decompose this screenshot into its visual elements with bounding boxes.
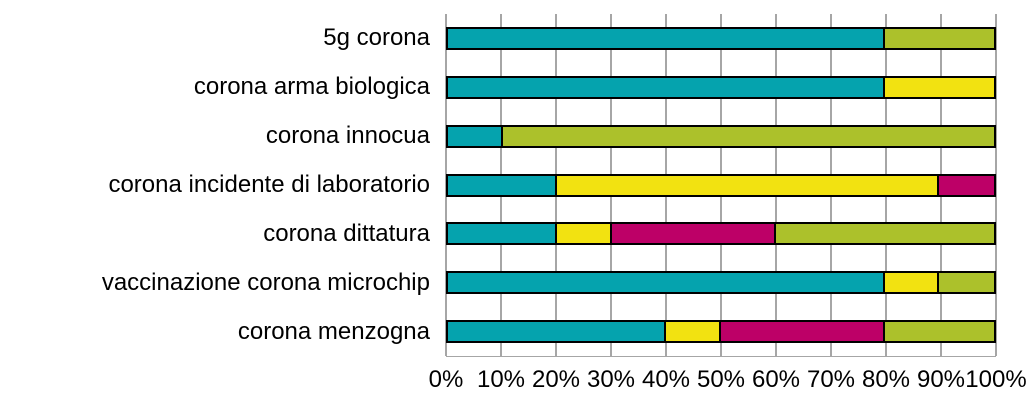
bar-segment-yellow bbox=[557, 224, 612, 244]
category-label: corona arma biologica bbox=[193, 73, 430, 101]
bar-segment-magenta bbox=[720, 322, 885, 342]
bar-segment-olive bbox=[884, 322, 994, 342]
bar-segment-magenta bbox=[939, 175, 994, 195]
x-tick-label: 60% bbox=[751, 366, 801, 393]
bar-segment-teal bbox=[448, 28, 885, 48]
bar-row bbox=[446, 222, 996, 246]
bar-segment-teal bbox=[448, 175, 558, 195]
bar-segment-teal bbox=[448, 77, 885, 97]
x-tick-label: 70% bbox=[806, 366, 856, 393]
x-tick-label: 30% bbox=[586, 366, 636, 393]
bar-segment-yellow bbox=[666, 322, 721, 342]
bar-segment-magenta bbox=[611, 224, 776, 244]
x-tick-label: 10% bbox=[476, 366, 526, 393]
gridline bbox=[995, 14, 997, 356]
bar-segment-teal bbox=[448, 224, 558, 244]
bar-row bbox=[446, 320, 996, 344]
category-label: 5g corona bbox=[323, 24, 430, 52]
bar-row bbox=[446, 173, 996, 197]
x-tick-label: 0% bbox=[428, 366, 464, 393]
category-axis: 5g corona corona arma biologica corona inn… bbox=[0, 0, 430, 409]
x-tick-label: 100% bbox=[965, 366, 1027, 393]
bar-row bbox=[446, 75, 996, 99]
bar-segment-yellow bbox=[884, 273, 940, 293]
bar-segment-olive bbox=[939, 273, 994, 293]
x-tick-label: 20% bbox=[531, 366, 581, 393]
x-tick-label: 40% bbox=[641, 366, 691, 393]
x-tick-label: 80% bbox=[861, 366, 911, 393]
x-tick-label: 90% bbox=[916, 366, 966, 393]
bar-row bbox=[446, 271, 996, 295]
bar-segment-teal bbox=[448, 322, 667, 342]
category-label: vaccinazione corona microchip bbox=[101, 268, 430, 296]
bar-segment-olive bbox=[884, 28, 994, 48]
bar-row bbox=[446, 124, 996, 148]
category-label: corona innocua bbox=[265, 122, 430, 150]
bar-segment-yellow bbox=[557, 175, 940, 195]
bar-segment-teal bbox=[448, 273, 885, 293]
category-label: corona dittatura bbox=[263, 219, 430, 247]
bar-segment-olive bbox=[502, 126, 994, 146]
category-label: corona incidente di laboratorio bbox=[108, 170, 430, 198]
plot-area bbox=[445, 14, 997, 357]
x-tick-label: 50% bbox=[696, 366, 746, 393]
category-label: corona menzogna bbox=[237, 317, 430, 345]
bar-segment-olive bbox=[775, 224, 994, 244]
x-axis: 0% 10% 20% 30% 40% 50% 60% 70% 80% 90% 100% bbox=[429, 366, 1027, 396]
bar-row bbox=[446, 26, 996, 50]
bar-segment-yellow bbox=[884, 77, 994, 97]
bar-segment-teal bbox=[448, 126, 503, 146]
